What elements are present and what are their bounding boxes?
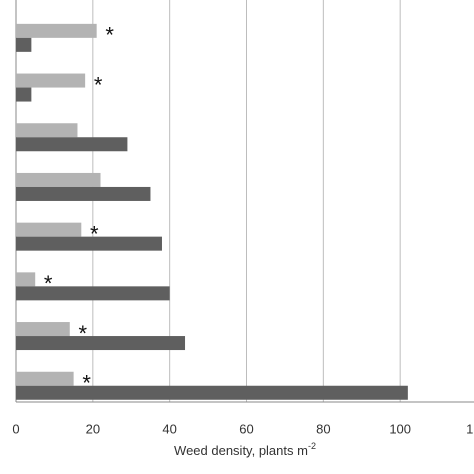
x-tick-label: 80: [316, 421, 330, 436]
bar: [16, 336, 186, 351]
significance-mark: *: [82, 371, 91, 396]
x-axis-title-sup: -2: [308, 441, 316, 451]
x-axis-title: Weed density, plants m-2: [174, 441, 316, 458]
bar: [16, 123, 78, 138]
bar: [16, 37, 32, 52]
bar: [16, 322, 70, 337]
bar: [16, 371, 74, 386]
x-tick-label: 100: [389, 421, 411, 436]
bar: [16, 385, 408, 400]
significance-mark: *: [105, 23, 114, 48]
significance-mark: *: [79, 321, 88, 346]
bar: [16, 172, 101, 187]
significance-mark: *: [90, 221, 99, 246]
bar: [16, 23, 97, 38]
x-tick-label: 60: [239, 421, 253, 436]
bar: [16, 87, 32, 102]
x-tick-label: 120: [466, 421, 474, 436]
x-tick-label: 20: [86, 421, 100, 436]
bar: [16, 73, 86, 88]
x-tick-label: 40: [162, 421, 176, 436]
significance-mark: *: [94, 72, 103, 97]
bar: [16, 137, 128, 152]
bar: [16, 186, 151, 201]
bar: [16, 272, 36, 287]
x-tick-label: 0: [12, 421, 19, 436]
bar: [16, 236, 162, 251]
bar: [16, 286, 170, 301]
bar: [16, 222, 82, 237]
x-axis-title-text: Weed density, plants m: [174, 443, 308, 458]
significance-mark: *: [44, 271, 53, 296]
